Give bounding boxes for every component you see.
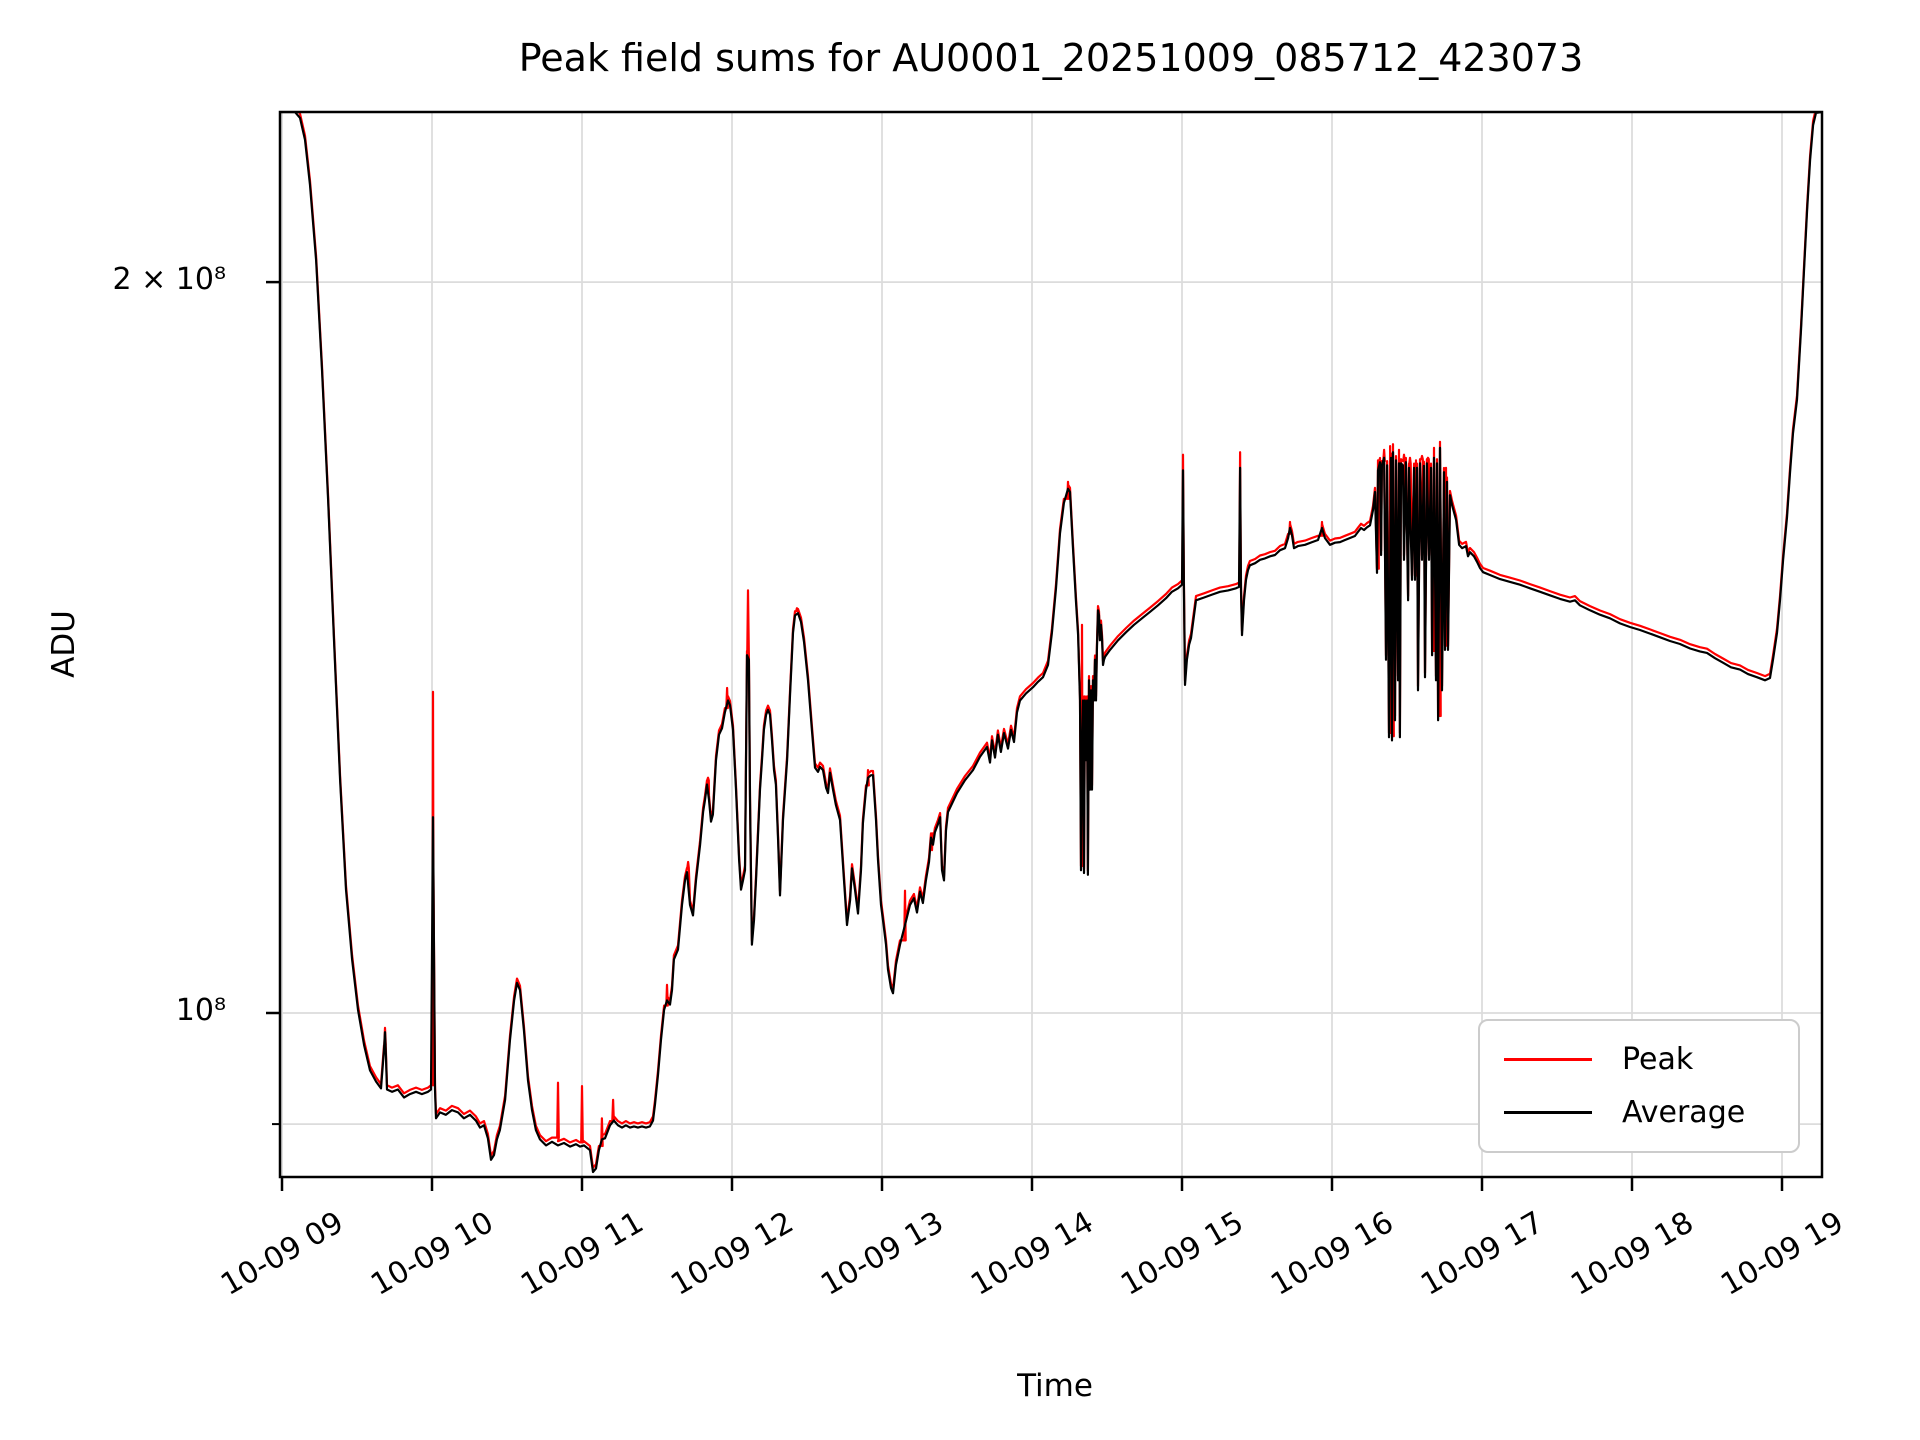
x-axis-label: Time bbox=[1017, 1368, 1093, 1404]
legend-label-average: Average bbox=[1622, 1095, 1746, 1130]
legend: Peak Average bbox=[1478, 1019, 1800, 1153]
legend-entry-peak: Peak bbox=[1504, 1042, 1798, 1077]
peak-line-sample bbox=[1504, 1058, 1592, 1061]
y-tick-label: 2 × 10⁸ bbox=[112, 262, 227, 298]
y-tick-label: 10⁸ bbox=[175, 993, 226, 1028]
average-line-sample bbox=[1504, 1111, 1592, 1114]
chart-title: Peak field sums for AU0001_20251009_0857… bbox=[518, 36, 1584, 80]
y-axis-label: ADU bbox=[46, 610, 82, 678]
legend-label-peak: Peak bbox=[1622, 1042, 1694, 1077]
legend-entry-average: Average bbox=[1504, 1095, 1798, 1130]
